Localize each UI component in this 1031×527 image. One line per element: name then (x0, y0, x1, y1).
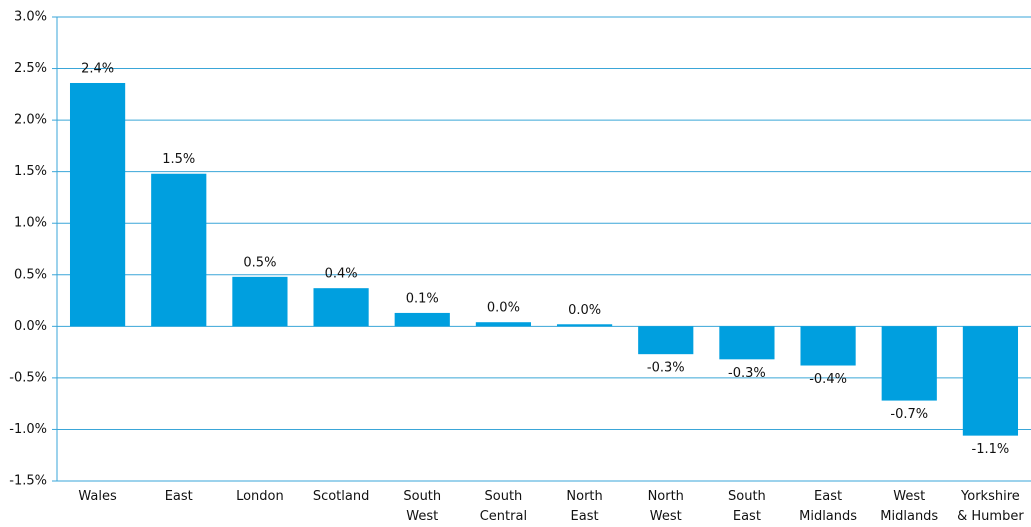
x-tick-line: East (733, 509, 761, 524)
y-tick-label: 1.5% (14, 164, 47, 179)
value-label: 0.0% (568, 303, 601, 318)
bar (313, 288, 369, 327)
y-tick-label: -1.5% (9, 474, 47, 489)
x-tick-line: & Humber (957, 509, 1024, 524)
value-label: 0.0% (487, 301, 520, 316)
bar (638, 326, 694, 355)
value-label: 0.4% (325, 267, 358, 282)
y-tick-label: 0.5% (14, 267, 47, 282)
x-tick-label: East Midlands (799, 489, 857, 524)
bar (394, 312, 450, 327)
x-tick-label: Wales (78, 489, 117, 504)
x-tick-label: South East (728, 489, 766, 524)
x-tick-label: North East (566, 489, 602, 524)
x-tick-line: North (648, 489, 684, 504)
x-tick-line: South (403, 489, 441, 504)
value-label: -0.7% (890, 407, 928, 422)
value-label: 0.5% (243, 255, 276, 270)
x-tick-line: Central (480, 509, 527, 524)
y-tick-label: -0.5% (9, 370, 47, 385)
x-tick-line: London (236, 489, 284, 504)
value-label: -1.1% (972, 442, 1010, 457)
bar (719, 326, 775, 360)
y-tick-label: 1.0% (14, 216, 47, 231)
x-tick-label: East (165, 489, 193, 504)
x-tick-line: West (893, 489, 925, 504)
y-tick-label: 3.0% (14, 10, 47, 25)
bar (800, 326, 856, 366)
value-label: 1.5% (162, 152, 195, 167)
x-tick-line: North (566, 489, 602, 504)
y-tick-label: 2.0% (14, 113, 47, 128)
x-tick-line: West (650, 509, 682, 524)
value-label: -0.3% (647, 361, 685, 376)
bar (475, 322, 532, 327)
x-tick-label: North West (648, 489, 684, 524)
bar (962, 326, 1019, 436)
x-tick-line: Midlands (880, 509, 938, 524)
x-tick-line: Yorkshire (960, 489, 1020, 504)
x-tick-label: West Midlands (880, 489, 938, 524)
y-tick-label: 2.5% (14, 61, 47, 76)
y-tick-label: 0.0% (14, 319, 47, 334)
y-tick-label: -1.0% (9, 422, 47, 437)
x-tick-line: East (165, 489, 193, 504)
x-tick-line: South (485, 489, 523, 504)
x-tick-label: South West (403, 489, 441, 524)
bar (232, 276, 288, 327)
x-tick-label: London (236, 489, 284, 504)
x-tick-line: South (728, 489, 766, 504)
value-label: -0.4% (809, 372, 847, 387)
x-tick-line: Wales (78, 489, 117, 504)
x-tick-label: Scotland (313, 489, 370, 504)
x-tick-label: South Central (480, 489, 527, 524)
bar (556, 324, 613, 327)
x-tick-line: Midlands (799, 509, 857, 524)
value-label: 2.4% (81, 61, 114, 76)
bar (151, 173, 207, 327)
value-label: -0.3% (728, 366, 766, 381)
bar (881, 326, 937, 401)
value-label: 0.1% (406, 291, 439, 306)
x-tick-line: East (814, 489, 842, 504)
bar (69, 82, 126, 327)
x-tick-line: East (571, 509, 599, 524)
x-tick-line: Scotland (313, 489, 370, 504)
x-tick-label: Yorkshire & Humber (957, 489, 1024, 524)
x-tick-line: West (406, 509, 438, 524)
